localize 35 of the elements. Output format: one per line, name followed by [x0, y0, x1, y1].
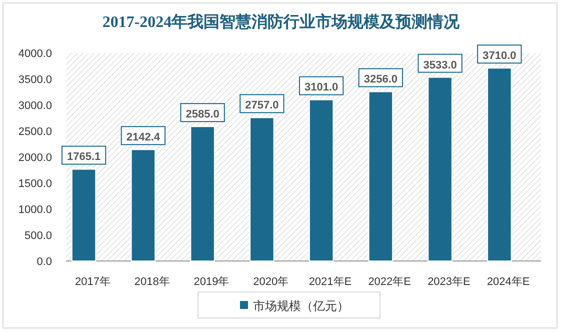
y-tick-label: 1500.0 [18, 178, 52, 190]
data-label: 1765.1 [66, 151, 101, 164]
bar [71, 168, 96, 262]
bar [308, 99, 334, 262]
x-tick-label: 2017年 [74, 276, 110, 288]
data-label: 2585.0 [186, 108, 220, 121]
x-tick-label: 2018年 [134, 276, 170, 288]
y-tick-label: 2000.0 [18, 152, 52, 164]
bar [487, 68, 512, 262]
y-tick-label: 4000.0 [18, 48, 52, 60]
y-tick-label: 0.0 [36, 256, 52, 268]
bar [190, 126, 215, 262]
bar [368, 91, 394, 262]
y-tick-label: 500.0 [24, 230, 52, 242]
chart-title: 2017-2024年我国智慧消防行业市场规模及预测情况 [102, 13, 461, 31]
x-tick-label: 2024年E [486, 276, 530, 288]
x-tick-label: 2023年E [428, 276, 470, 288]
y-tick-label: 3500.0 [18, 74, 52, 86]
legend-label: 市场规模（亿元） [253, 299, 349, 313]
x-tick-label: 2021年E [308, 276, 352, 288]
bar [130, 149, 156, 262]
x-tick-label: 2020年 [253, 276, 289, 288]
bar [250, 117, 274, 262]
y-tick-label: 1000.0 [18, 204, 52, 216]
data-label: 2142.4 [126, 132, 161, 144]
data-label: 2757.0 [245, 100, 279, 112]
data-label: 3101.0 [304, 82, 338, 94]
x-tick-label: 2022年E [368, 276, 411, 288]
data-label: 3533.0 [423, 59, 457, 72]
y-tick-label: 3000.0 [18, 100, 52, 112]
bar [428, 76, 452, 262]
data-label: 3256.0 [364, 74, 398, 86]
y-tick-label: 2500.0 [18, 126, 52, 138]
data-label: 3710.0 [482, 50, 516, 62]
x-tick-label: 2019年 [194, 276, 230, 288]
